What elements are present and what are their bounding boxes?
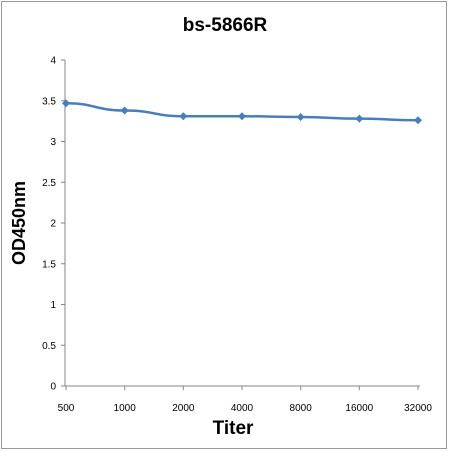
x-tick-label: 32000 <box>404 403 432 414</box>
y-tick-label: 2.5 <box>42 178 56 189</box>
y-tick-label: 1 <box>50 300 56 311</box>
x-tick-label: 2000 <box>172 403 195 414</box>
x-tick-label: 500 <box>58 403 75 414</box>
y-tick-label: 0.5 <box>42 341 56 352</box>
data-point <box>179 112 188 121</box>
x-tick-label: 8000 <box>290 403 313 414</box>
y-tick-label: 4 <box>50 56 56 67</box>
data-point <box>62 99 70 108</box>
chart-title: bs-5866R <box>183 15 268 36</box>
data-point <box>355 114 364 123</box>
y-tick-label: 3.5 <box>42 96 56 107</box>
x-axis-title: Titer <box>213 418 254 439</box>
y-tick-label: 3 <box>50 137 56 148</box>
y-tick-label: 0 <box>50 382 56 393</box>
x-tick-label: 1000 <box>114 403 137 414</box>
x-tick-label: 16000 <box>345 403 373 414</box>
data-point <box>414 116 422 125</box>
y-axis-title: OD450nm <box>9 181 29 265</box>
y-tick-label: 2 <box>50 219 56 230</box>
x-tick-label: 4000 <box>231 403 254 414</box>
data-point <box>238 112 246 121</box>
data-point <box>296 113 305 122</box>
y-tick-label: 1.5 <box>42 259 56 270</box>
data-point <box>120 106 129 115</box>
